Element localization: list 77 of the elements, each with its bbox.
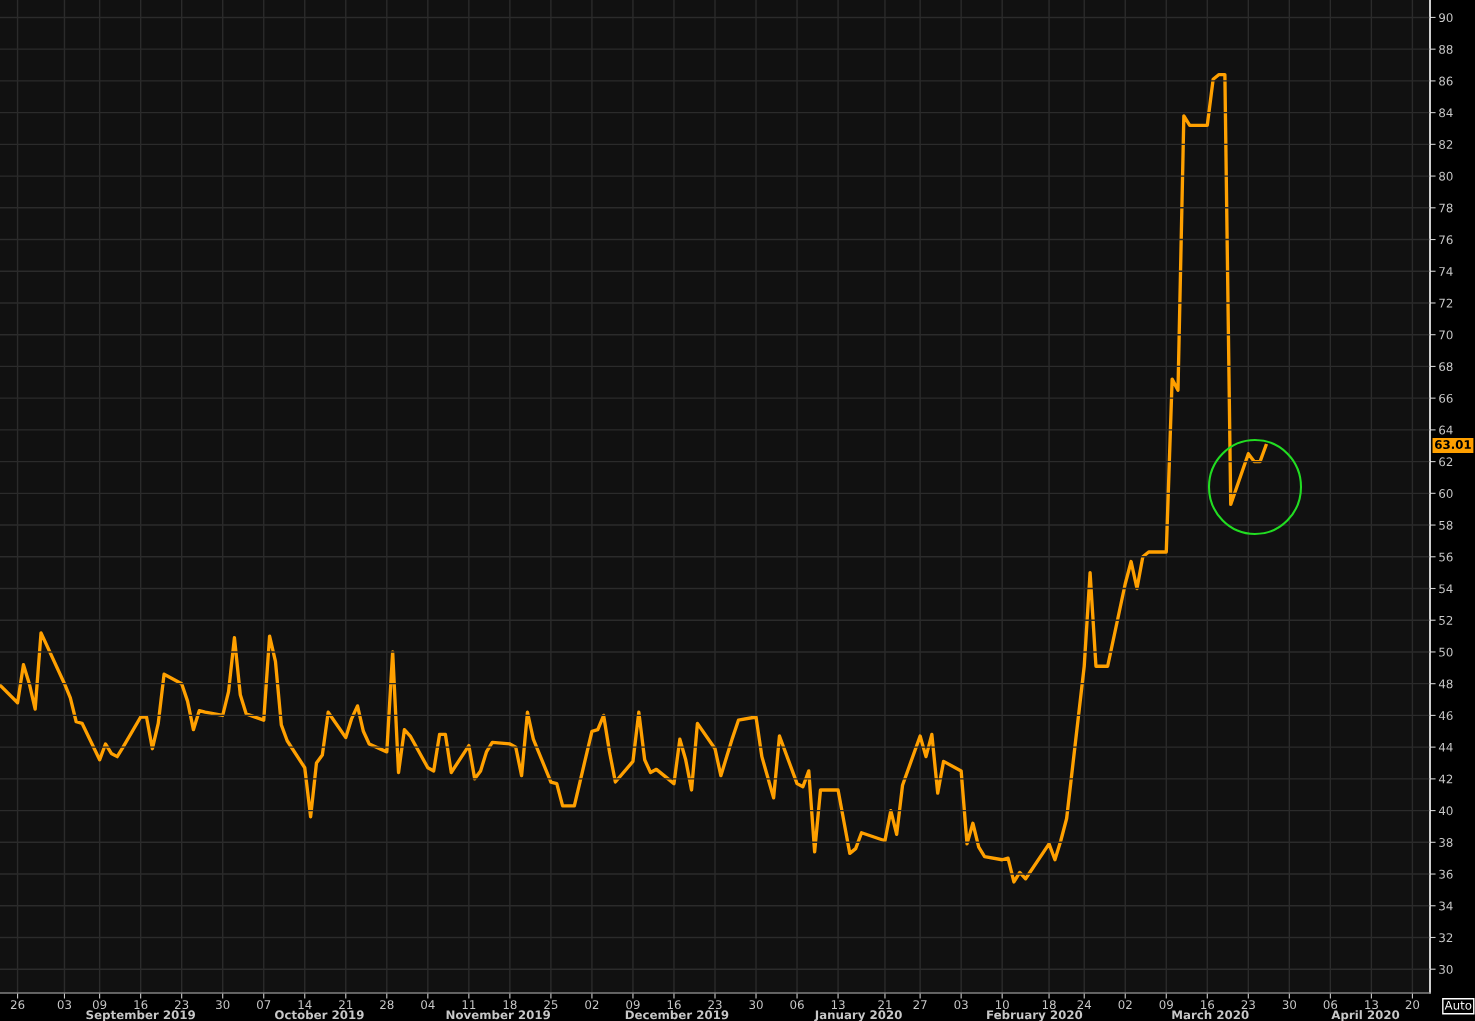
y-tick-label: 40 <box>1438 806 1453 816</box>
y-tick-label: 80 <box>1439 171 1453 181</box>
text: 63.01 <box>1435 440 1471 450</box>
y-tick-label: 52 <box>1439 615 1453 625</box>
y-tick-label: 36 <box>1439 869 1453 879</box>
x-tick-label: 03 <box>57 1000 72 1010</box>
x-tick-label: 20 <box>1405 1000 1420 1010</box>
y-tick-label: 76 <box>1439 235 1453 245</box>
text: January 2020 <box>814 1010 902 1021</box>
x-tick-label: 23 <box>175 1000 189 1010</box>
y-tick-label: 50 <box>1439 647 1453 657</box>
x-tick-label: 18 <box>503 1000 517 1010</box>
y-tick-label: 38 <box>1439 838 1453 847</box>
text: November 2019 <box>446 1010 551 1020</box>
x-tick-label: 16 <box>667 1000 681 1010</box>
text: October 2019 <box>274 1010 364 1020</box>
x-tick-label: 03 <box>954 1000 968 1010</box>
x-tick-label: 02 <box>585 1000 599 1010</box>
x-tick-label: 13 <box>1365 1000 1378 1010</box>
y-tick-label: 68 <box>1439 362 1453 372</box>
x-tick-label: 27 <box>913 1000 927 1009</box>
y-tick-label: 90 <box>1439 13 1453 23</box>
y-tick-label: 72 <box>1439 298 1453 308</box>
x-tick-label: 04 <box>421 1000 435 1010</box>
x-tick-label: 30 <box>216 1000 230 1010</box>
y-tick-label: 58 <box>1439 520 1453 530</box>
x-tick-label: 09 <box>92 1000 107 1010</box>
x-tick-label: 11 <box>462 1000 476 1009</box>
x-tick-label: 09 <box>626 1000 640 1010</box>
y-tick-label: 62 <box>1439 457 1453 467</box>
x-tick-label: 09 <box>1159 1000 1173 1010</box>
y-tick-label: 60 <box>1439 489 1453 498</box>
x-tick-label: 30 <box>749 1000 763 1010</box>
y-tick-label: 42 <box>1438 774 1453 784</box>
x-tick-label: 25 <box>544 1000 558 1010</box>
y-tick-label: 88 <box>1439 44 1453 54</box>
line-series <box>0 72 1268 884</box>
y-tick-label: 44 <box>1438 743 1453 752</box>
x-tick-label: 30 <box>1282 1000 1297 1010</box>
x-tick-label: 16 <box>1201 1000 1215 1010</box>
x-tick-label: 13 <box>831 1000 845 1010</box>
y-tick-label: 56 <box>1439 552 1453 562</box>
y-tick-label: 86 <box>1439 76 1453 86</box>
y-tick-label: 32 <box>1439 933 1453 943</box>
y-tick-label: 84 <box>1439 108 1453 118</box>
y-tick-label: 46 <box>1438 711 1453 721</box>
x-tick-label: 14 <box>298 1000 312 1009</box>
x-tick-label: 18 <box>1042 1000 1056 1010</box>
y-tick-label: 82 <box>1439 140 1453 149</box>
x-tick-label: 16 <box>134 1000 148 1010</box>
y-tick-label: 70 <box>1439 330 1453 340</box>
x-tick-label: 23 <box>1241 1000 1255 1010</box>
text: Auto <box>1444 1000 1472 1010</box>
x-tick-label: 24 <box>1077 1000 1092 1009</box>
y-tick-label: 78 <box>1439 203 1453 213</box>
y-tick-label: 64 <box>1439 425 1453 435</box>
y-tick-label: 34 <box>1439 901 1453 911</box>
text: March 2020 <box>1172 1010 1249 1020</box>
x-tick-label: 06 <box>1323 1000 1338 1010</box>
x-tick-label: 28 <box>380 1000 394 1010</box>
x-tick-label: 07 <box>257 1000 271 1010</box>
text: September 2019 <box>86 1010 195 1021</box>
x-tick-label: 23 <box>708 1000 722 1010</box>
text: December 2019 <box>625 1010 729 1020</box>
x-tick-label: 10 <box>995 1000 1009 1010</box>
y-tick-label: 48 <box>1438 679 1453 689</box>
y-tick-label: 54 <box>1439 584 1453 594</box>
x-tick-label: 06 <box>790 1000 804 1010</box>
x-tick-label: 21 <box>339 1000 353 1009</box>
text: April 2020 <box>1331 1010 1400 1021</box>
text: February 2020 <box>987 1010 1083 1021</box>
y-tick-label: 30 <box>1439 964 1453 974</box>
x-tick-label: 26 <box>10 1000 25 1010</box>
x-tick-label: 02 <box>1118 1000 1132 1010</box>
y-tick-label: 74 <box>1439 267 1453 276</box>
y-tick-label: 66 <box>1439 393 1453 403</box>
x-tick-label: 21 <box>878 1000 892 1009</box>
